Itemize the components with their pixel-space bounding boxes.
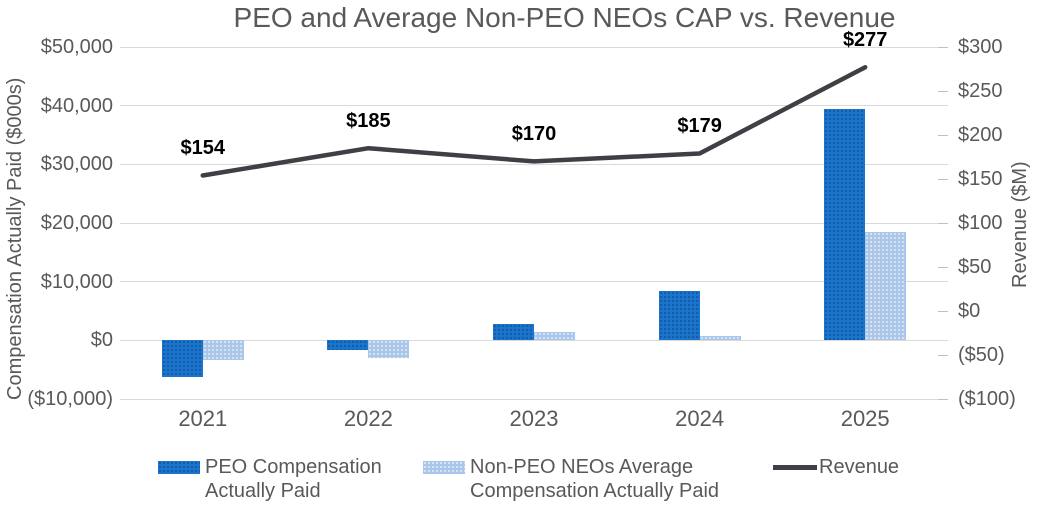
revenue-line	[200, 64, 868, 178]
x-axis-label-2022: 2022	[343, 406, 393, 431]
gridline	[120, 339, 948, 341]
left-axis-tick-label: $20,000	[40, 212, 113, 234]
left-axis-tick-label: $40,000	[40, 94, 113, 117]
left-axis-tick-label: ($10,000)	[27, 388, 113, 410]
legend-item-revenue: Revenue	[773, 455, 899, 479]
left-axis-tick-label: $10,000	[40, 270, 113, 293]
peo-swatch-icon	[158, 461, 200, 474]
right-axis-tick-label: $200	[958, 124, 1003, 146]
left-axis-tick-label: $50,000	[40, 36, 113, 58]
revenue-data-label-2023: $170	[511, 123, 557, 146]
right-axis-tick	[938, 134, 948, 136]
right-axis-tick	[938, 90, 948, 92]
bar-nonpeo-2024	[699, 336, 741, 341]
right-axis-tick-label: ($50)	[958, 344, 1005, 366]
right-axis-tick	[938, 266, 948, 268]
revenue-data-label-2024: $179	[677, 115, 722, 138]
gridline	[120, 222, 948, 224]
right-axis-tick	[938, 354, 948, 356]
legend-item-nonpeo: Non-PEO NEOs Average Compensation Actual…	[423, 455, 760, 503]
revenue-data-label-2025: $277	[842, 29, 888, 52]
right-axis-tick-label: $300	[958, 36, 1003, 58]
x-axis-label-2021: 2021	[178, 406, 228, 431]
gridline	[120, 398, 948, 400]
revenue-line-swatch-icon	[773, 465, 817, 470]
bar-peo-2024	[658, 291, 700, 341]
right-axis-tick-label: $150	[958, 168, 1003, 190]
left-axis-title: Compensation Actually Paid ($000s)	[4, 77, 26, 400]
bar-nonpeo-2025	[865, 232, 907, 341]
legend-label-peo: PEO Compensation Actually Paid	[205, 456, 382, 502]
right-axis-tick	[938, 46, 948, 48]
chart-title: PEO and Average Non-PEO NEOs CAP vs. Rev…	[233, 2, 896, 33]
x-axis-label-2024: 2024	[675, 406, 725, 431]
right-axis-tick-label: $50	[958, 256, 992, 278]
revenue-data-label-2021: $154	[180, 137, 226, 160]
nonpeo-swatch-icon	[423, 461, 465, 474]
right-axis-tick	[938, 398, 948, 400]
right-axis-tick-label: $250	[958, 80, 1003, 102]
x-axis-label-2025: 2025	[840, 406, 890, 431]
gridline	[120, 105, 948, 107]
right-axis-tick-label: $100	[958, 212, 1003, 234]
right-axis-tick	[938, 178, 948, 180]
bar-peo-2021	[161, 340, 203, 377]
right-axis-tick-label: $0	[958, 300, 981, 322]
bar-nonpeo-2022	[368, 340, 410, 358]
right-axis-title: Revenue ($M)	[1009, 161, 1031, 288]
bar-peo-2022	[327, 340, 369, 351]
legend-item-peo: PEO Compensation Actually Paid	[158, 455, 415, 503]
x-axis-label-2023: 2023	[509, 406, 559, 431]
legend-label-nonpeo: Non-PEO NEOs Average Compensation Actual…	[470, 456, 720, 502]
right-axis-tick	[938, 222, 948, 224]
right-axis-tick	[938, 310, 948, 312]
gridline	[120, 46, 948, 48]
bar-peo-2025	[824, 109, 866, 341]
right-axis-tick-label: ($100)	[958, 388, 1016, 410]
bar-nonpeo-2021	[202, 340, 244, 361]
revenue-data-label-2022: $185	[346, 110, 391, 133]
legend-label-revenue: Revenue	[819, 456, 900, 478]
left-axis-tick-label: $0	[90, 329, 113, 352]
left-axis-tick-label: $30,000	[40, 153, 113, 176]
bar-nonpeo-2023	[534, 332, 575, 341]
gridline	[120, 281, 948, 283]
bar-peo-2023	[493, 323, 534, 341]
